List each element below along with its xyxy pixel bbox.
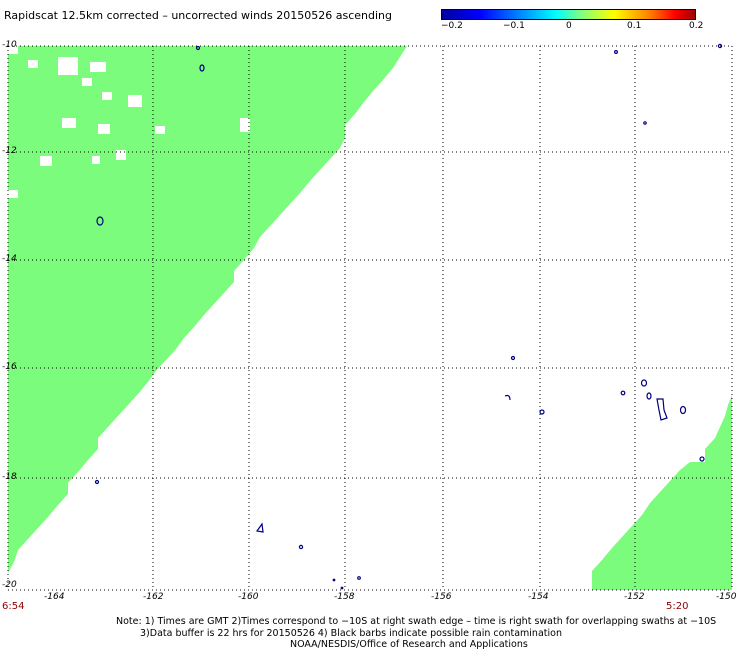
colorbar-tick: 0.2 [689, 21, 704, 31]
colorbar-tick: −0.2 [441, 21, 463, 31]
lon-label: -150 [716, 592, 737, 602]
lat-label: -16 [2, 362, 17, 372]
note-line-1: Note: 1) Times are GMT 2)Times correspon… [116, 616, 717, 627]
note-line-3: NOAA/NESDIS/Office of Research and Appli… [290, 639, 528, 650]
lat-label: -18 [2, 472, 17, 482]
colorbar [441, 9, 696, 20]
islands [94, 43, 723, 590]
colorbar-tick: 0.1 [627, 21, 642, 31]
lon-label: -156 [431, 592, 452, 602]
lon-label: -158 [334, 592, 355, 602]
time-left: 6:54 [2, 601, 25, 612]
lat-label: -20 [2, 580, 17, 590]
lon-label: -154 [528, 592, 549, 602]
lon-label: -164 [44, 592, 65, 602]
lat-label: -12 [2, 146, 17, 156]
lat-label: -14 [2, 254, 17, 264]
lon-label: -160 [238, 592, 259, 602]
swath-right [592, 395, 732, 590]
lon-label: -162 [143, 592, 164, 602]
lon-label: -152 [624, 592, 645, 602]
lat-label: -10 [2, 40, 17, 50]
note-line-2: 3)Data buffer is 22 hrs for 20150526 4) … [140, 628, 562, 639]
time-right: 5:20 [666, 601, 689, 612]
swath-left [8, 46, 407, 590]
colorbar-tick: 0 [566, 21, 572, 31]
grid [7, 45, 733, 591]
colorbar-tick: −0.1 [503, 21, 525, 31]
swath-left-gaps [8, 46, 250, 198]
map-title: Rapidscat 12.5km corrected – uncorrected… [4, 9, 393, 22]
